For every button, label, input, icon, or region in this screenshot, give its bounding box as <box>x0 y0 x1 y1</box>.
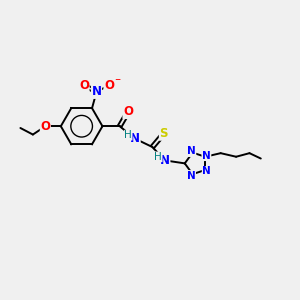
Text: ⁻: ⁻ <box>114 76 120 89</box>
Text: H: H <box>124 130 132 140</box>
Text: O: O <box>40 120 50 133</box>
Text: N: N <box>187 146 196 156</box>
Text: N: N <box>92 85 101 98</box>
Text: O: O <box>79 79 89 92</box>
Text: N: N <box>202 151 211 160</box>
Text: N: N <box>202 167 211 176</box>
Text: N: N <box>187 171 196 181</box>
Text: H: H <box>154 152 162 162</box>
Text: N: N <box>160 154 170 167</box>
Text: O: O <box>123 106 133 118</box>
Text: N: N <box>130 132 140 145</box>
Text: O: O <box>104 79 114 92</box>
Text: S: S <box>159 127 168 140</box>
